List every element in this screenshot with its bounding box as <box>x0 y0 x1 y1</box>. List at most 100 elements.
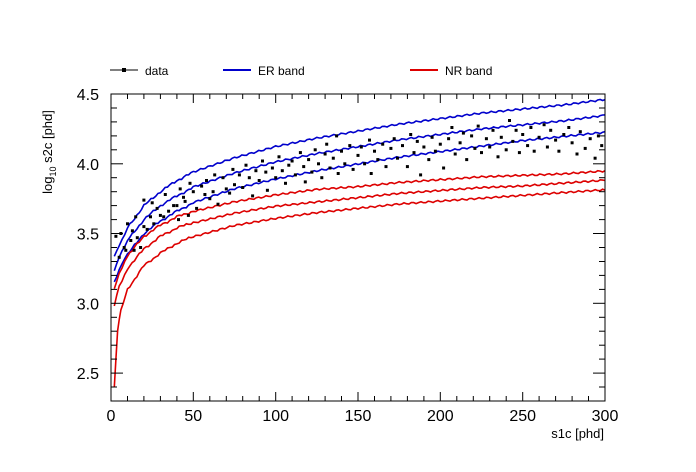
data-point <box>274 176 278 180</box>
data-point <box>186 213 190 217</box>
data-point <box>167 209 171 213</box>
data-point <box>290 159 294 163</box>
data-point <box>480 151 483 155</box>
data-point <box>336 172 340 175</box>
data-point <box>363 162 367 166</box>
data-point <box>575 152 579 156</box>
nr-band-median-line <box>113 178 605 307</box>
data-point <box>216 202 220 206</box>
y-tick-label: 3.0 <box>77 296 99 313</box>
x-tick-label: 0 <box>107 408 116 425</box>
data-point <box>139 246 143 249</box>
data-point <box>331 156 335 160</box>
data-point <box>172 204 176 208</box>
data-point <box>491 128 495 132</box>
data-point <box>247 176 251 180</box>
x-tick-label: 150 <box>345 408 372 425</box>
data-point <box>389 146 393 150</box>
data-point <box>514 128 518 132</box>
data-point <box>162 215 166 219</box>
data-point <box>231 167 235 171</box>
data-point <box>328 166 332 170</box>
data-point <box>554 138 558 142</box>
data-point <box>132 248 136 252</box>
data-point <box>244 163 248 167</box>
data-point <box>188 181 192 185</box>
data-point <box>142 225 146 229</box>
data-point <box>351 167 355 171</box>
data-point <box>264 170 268 174</box>
data-point <box>430 135 434 139</box>
data-point <box>211 190 215 194</box>
data-point <box>213 173 217 177</box>
data-point <box>484 137 488 141</box>
data-point <box>396 156 399 160</box>
data-point <box>178 187 182 191</box>
data-point <box>228 191 232 195</box>
data-point <box>511 139 515 143</box>
data-point <box>182 195 185 199</box>
data-point <box>450 126 454 129</box>
data-point <box>254 169 258 173</box>
data-point <box>526 144 530 148</box>
data-point <box>465 158 469 162</box>
data-point <box>427 158 431 162</box>
data-point <box>596 134 600 138</box>
x-tick-label: 100 <box>262 408 289 425</box>
data-point <box>257 179 261 182</box>
data-point <box>241 186 245 189</box>
legend-nr-label: NR band <box>445 64 492 78</box>
data-point <box>158 213 162 217</box>
data-point <box>499 135 503 139</box>
legend-data-marker <box>122 68 126 72</box>
data-point <box>415 139 419 143</box>
data-point <box>208 197 212 201</box>
data-point <box>265 188 269 192</box>
y-tick-label: 4.5 <box>77 87 99 104</box>
y-tick-label: 3.5 <box>77 227 99 244</box>
data-point <box>221 176 225 180</box>
data-point <box>409 133 413 136</box>
data-point <box>461 131 465 135</box>
data-point <box>508 119 511 122</box>
data-point <box>447 137 451 141</box>
data-point <box>343 162 347 166</box>
data-point <box>583 146 587 150</box>
data-point <box>529 126 533 129</box>
data-point <box>537 135 541 139</box>
plot-body <box>113 98 605 388</box>
data-point <box>320 176 324 180</box>
data-point <box>532 149 536 153</box>
nr-band-upper-line <box>113 169 605 290</box>
data-point <box>356 153 360 157</box>
data-point <box>310 170 314 174</box>
data-point <box>476 124 480 128</box>
x-tick-label: 300 <box>592 408 619 425</box>
data-point <box>129 239 133 242</box>
data-point <box>261 159 264 163</box>
er-band-median-line <box>113 114 605 272</box>
data-point <box>504 148 508 152</box>
data-point <box>496 155 500 159</box>
data-point <box>150 201 154 205</box>
data-point <box>298 151 302 155</box>
data-point <box>473 146 477 150</box>
data-point <box>233 183 236 187</box>
data-point <box>517 151 521 155</box>
data-point <box>134 215 138 219</box>
data-point <box>381 142 385 146</box>
data-point <box>237 173 241 177</box>
legend: data ER band NR band <box>110 64 492 78</box>
data-point <box>340 149 343 153</box>
data-point <box>163 193 167 196</box>
data-point <box>175 204 179 208</box>
legend-data-label: data <box>145 64 169 78</box>
data-point <box>145 227 149 231</box>
data-point <box>384 165 388 169</box>
data-point <box>251 194 255 198</box>
data-point <box>542 123 546 127</box>
data-point <box>422 145 426 149</box>
data-point <box>438 142 442 146</box>
data-point <box>313 148 317 152</box>
data-point <box>376 158 380 162</box>
